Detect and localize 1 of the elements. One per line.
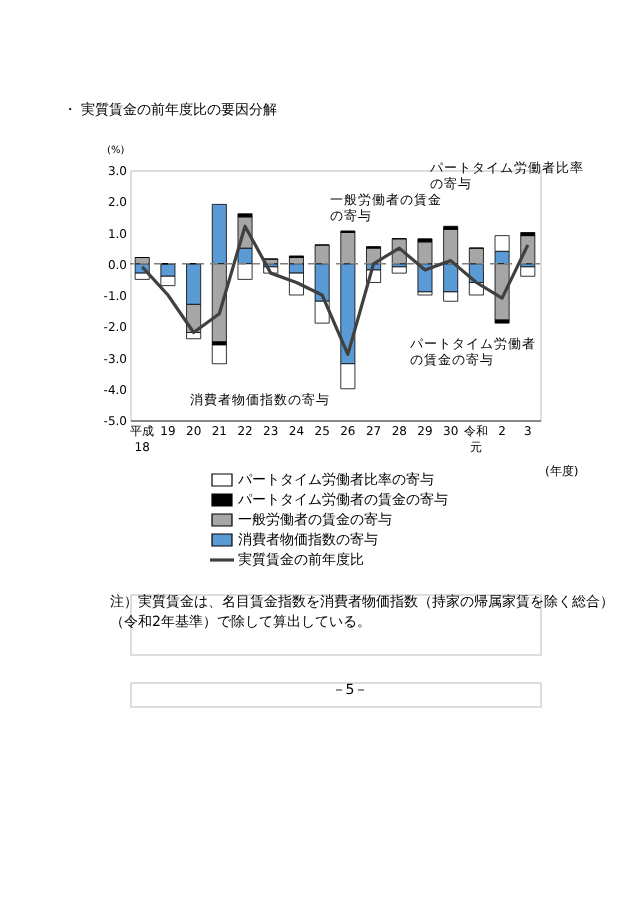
bar xyxy=(134,272,150,280)
